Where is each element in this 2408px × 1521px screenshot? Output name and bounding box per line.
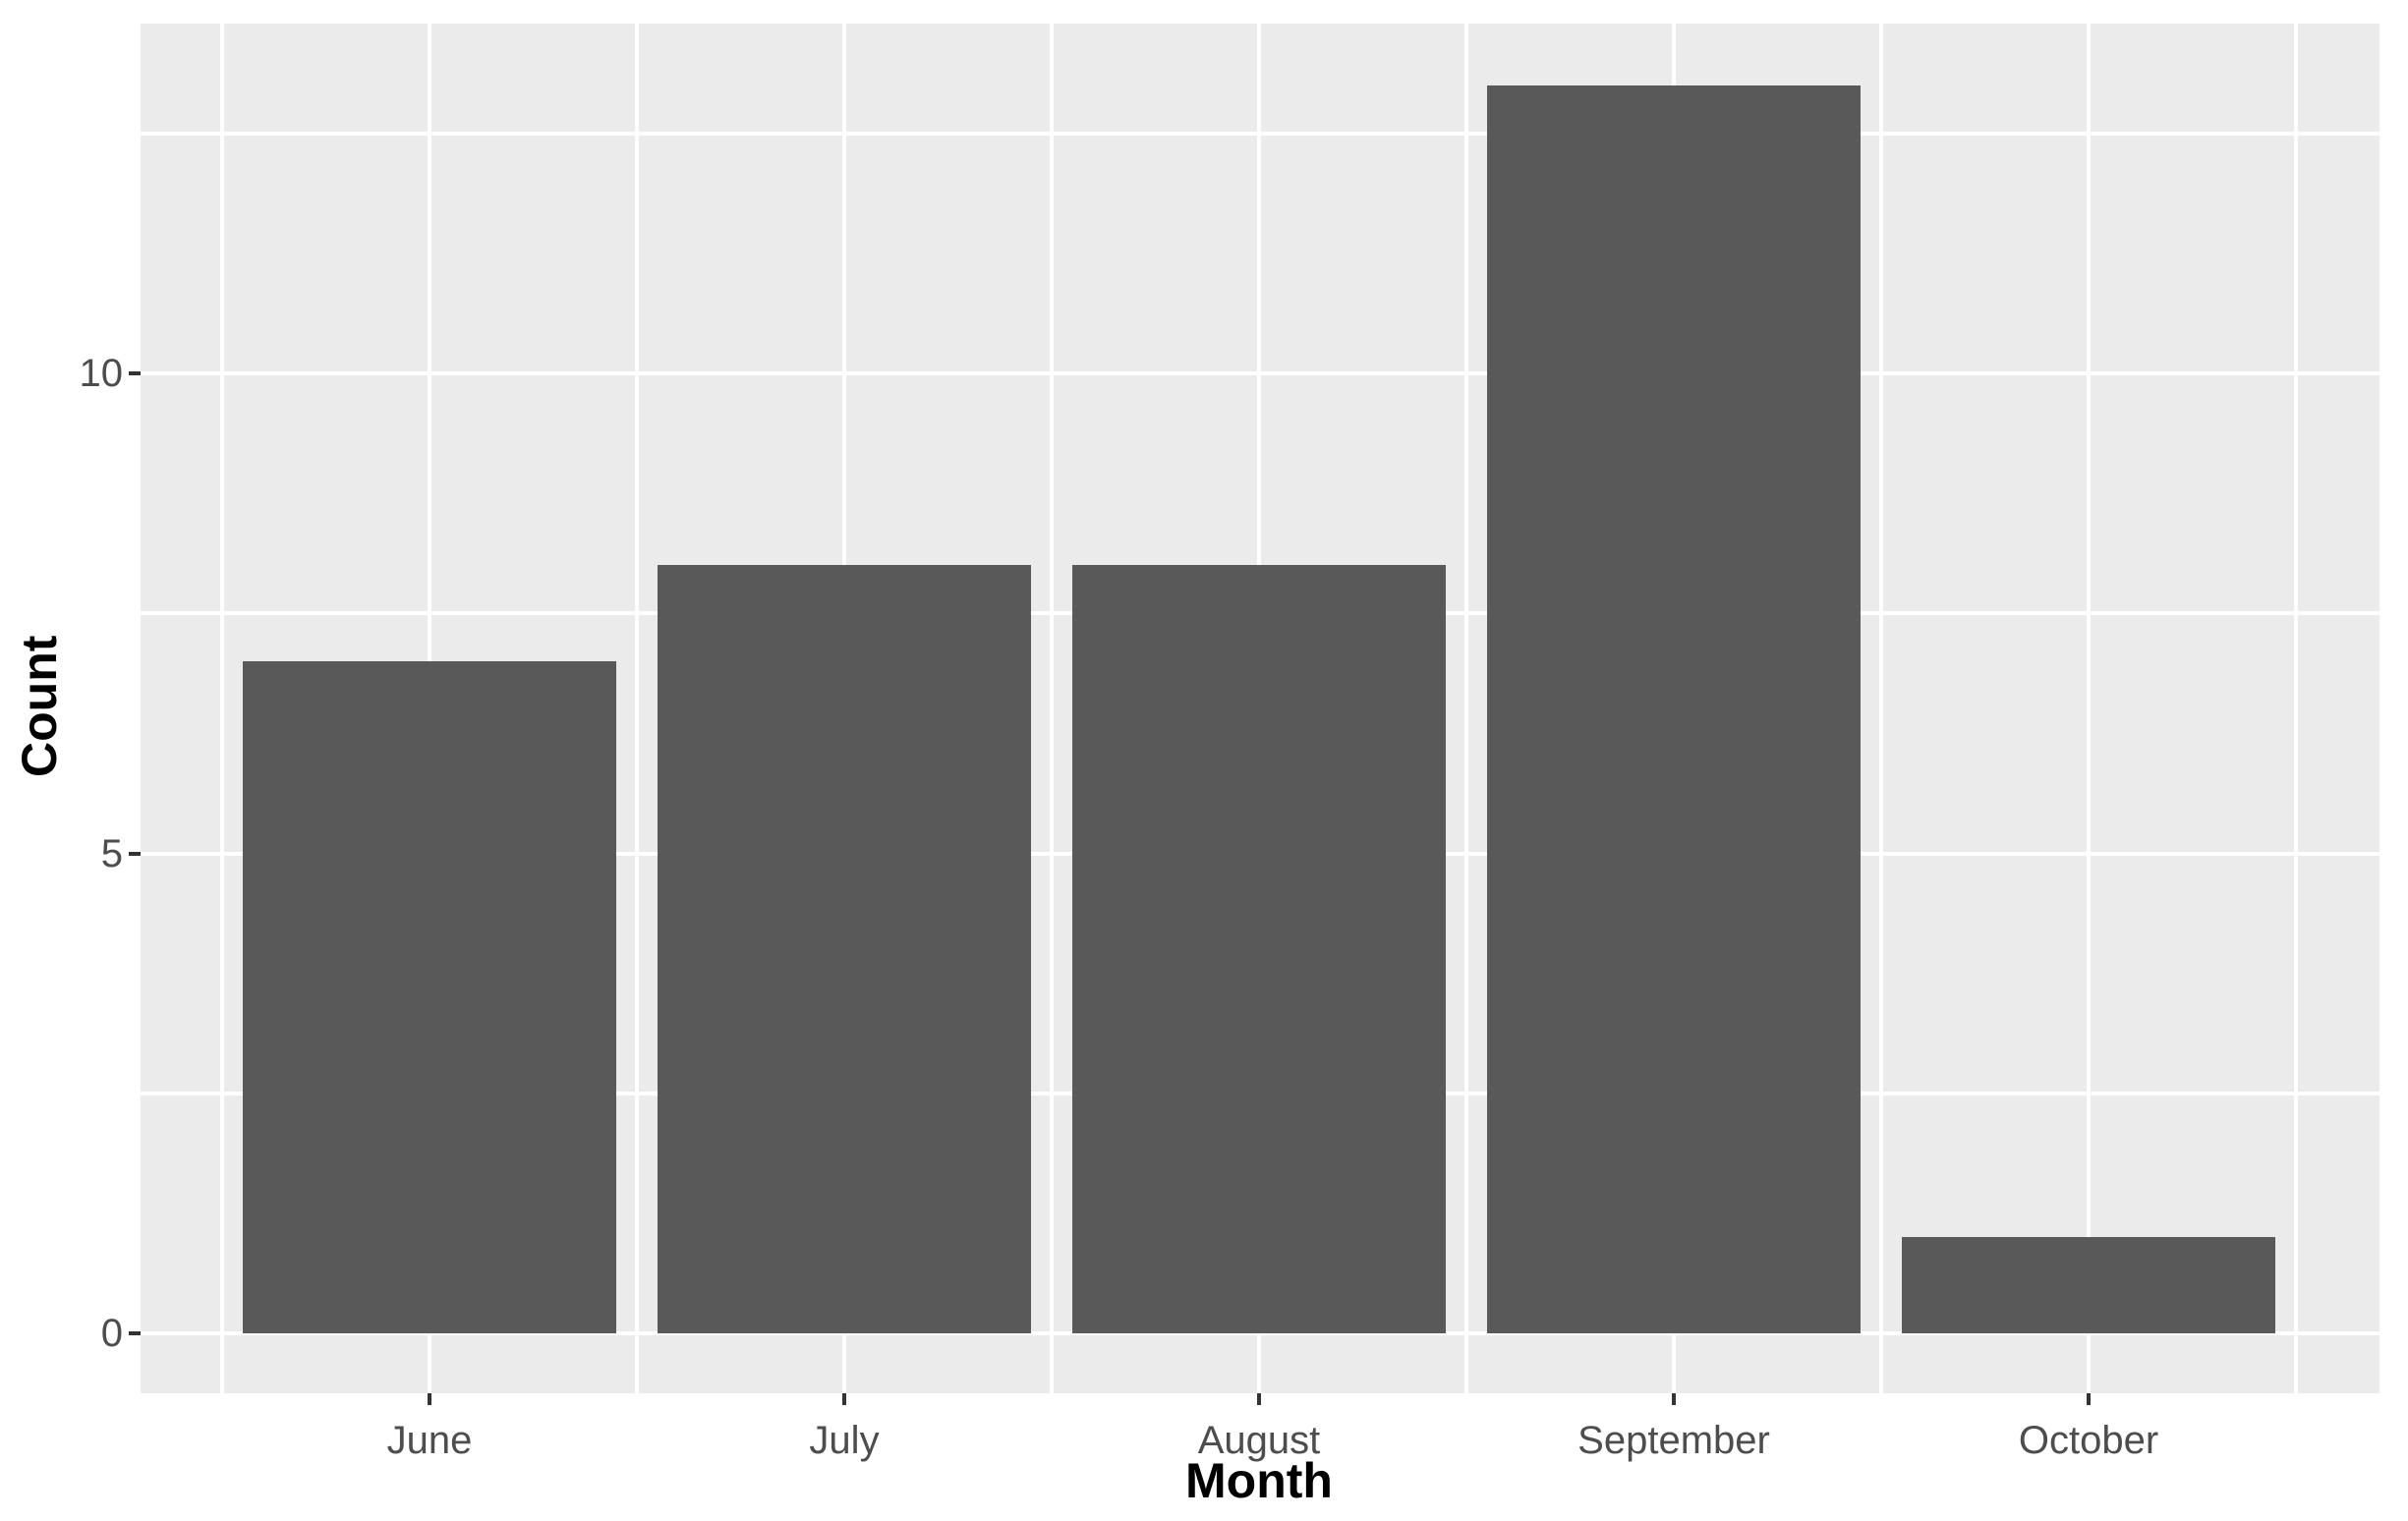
x-axis-tick-label: August <box>1197 1419 1321 1462</box>
minor-vertical-gridline <box>1879 24 1883 1393</box>
y-axis-tick-label: 10 <box>79 352 124 395</box>
x-axis-tick-label: July <box>809 1419 880 1462</box>
y-axis-title: Count <box>12 635 67 777</box>
x-axis-title: Month <box>1185 1453 1333 1508</box>
bar-october <box>1902 1237 2275 1333</box>
major-horizontal-gridline <box>141 1331 2379 1335</box>
minor-vertical-gridline <box>2294 24 2298 1393</box>
bar-august <box>1072 565 1446 1333</box>
x-axis-tick-mark <box>428 1393 431 1405</box>
minor-vertical-gridline <box>1464 24 1468 1393</box>
x-axis-tick-mark <box>842 1393 846 1405</box>
minor-vertical-gridline <box>220 24 224 1393</box>
y-axis-tick-mark <box>129 371 141 375</box>
bar-july <box>658 565 1031 1333</box>
x-axis-tick-label: October <box>2018 1419 2159 1462</box>
x-axis-tick-mark <box>1257 1393 1261 1405</box>
x-axis-tick-label: June <box>386 1419 473 1462</box>
bar-june <box>243 661 616 1333</box>
x-axis-tick-mark <box>2087 1393 2091 1405</box>
y-axis-tick-mark <box>129 1331 141 1335</box>
plot-panel <box>141 24 2379 1393</box>
minor-vertical-gridline <box>635 24 639 1393</box>
bar-september <box>1487 84 1861 1333</box>
y-axis-tick-label: 5 <box>100 831 123 875</box>
major-vertical-gridline <box>2087 24 2091 1393</box>
major-horizontal-gridline <box>141 371 2379 375</box>
x-axis-tick-mark <box>1672 1393 1676 1405</box>
y-axis-tick-label: 0 <box>100 1312 123 1355</box>
x-axis-tick-label: September <box>1577 1419 1770 1462</box>
minor-vertical-gridline <box>1050 24 1054 1393</box>
y-axis-tick-mark <box>129 851 141 856</box>
